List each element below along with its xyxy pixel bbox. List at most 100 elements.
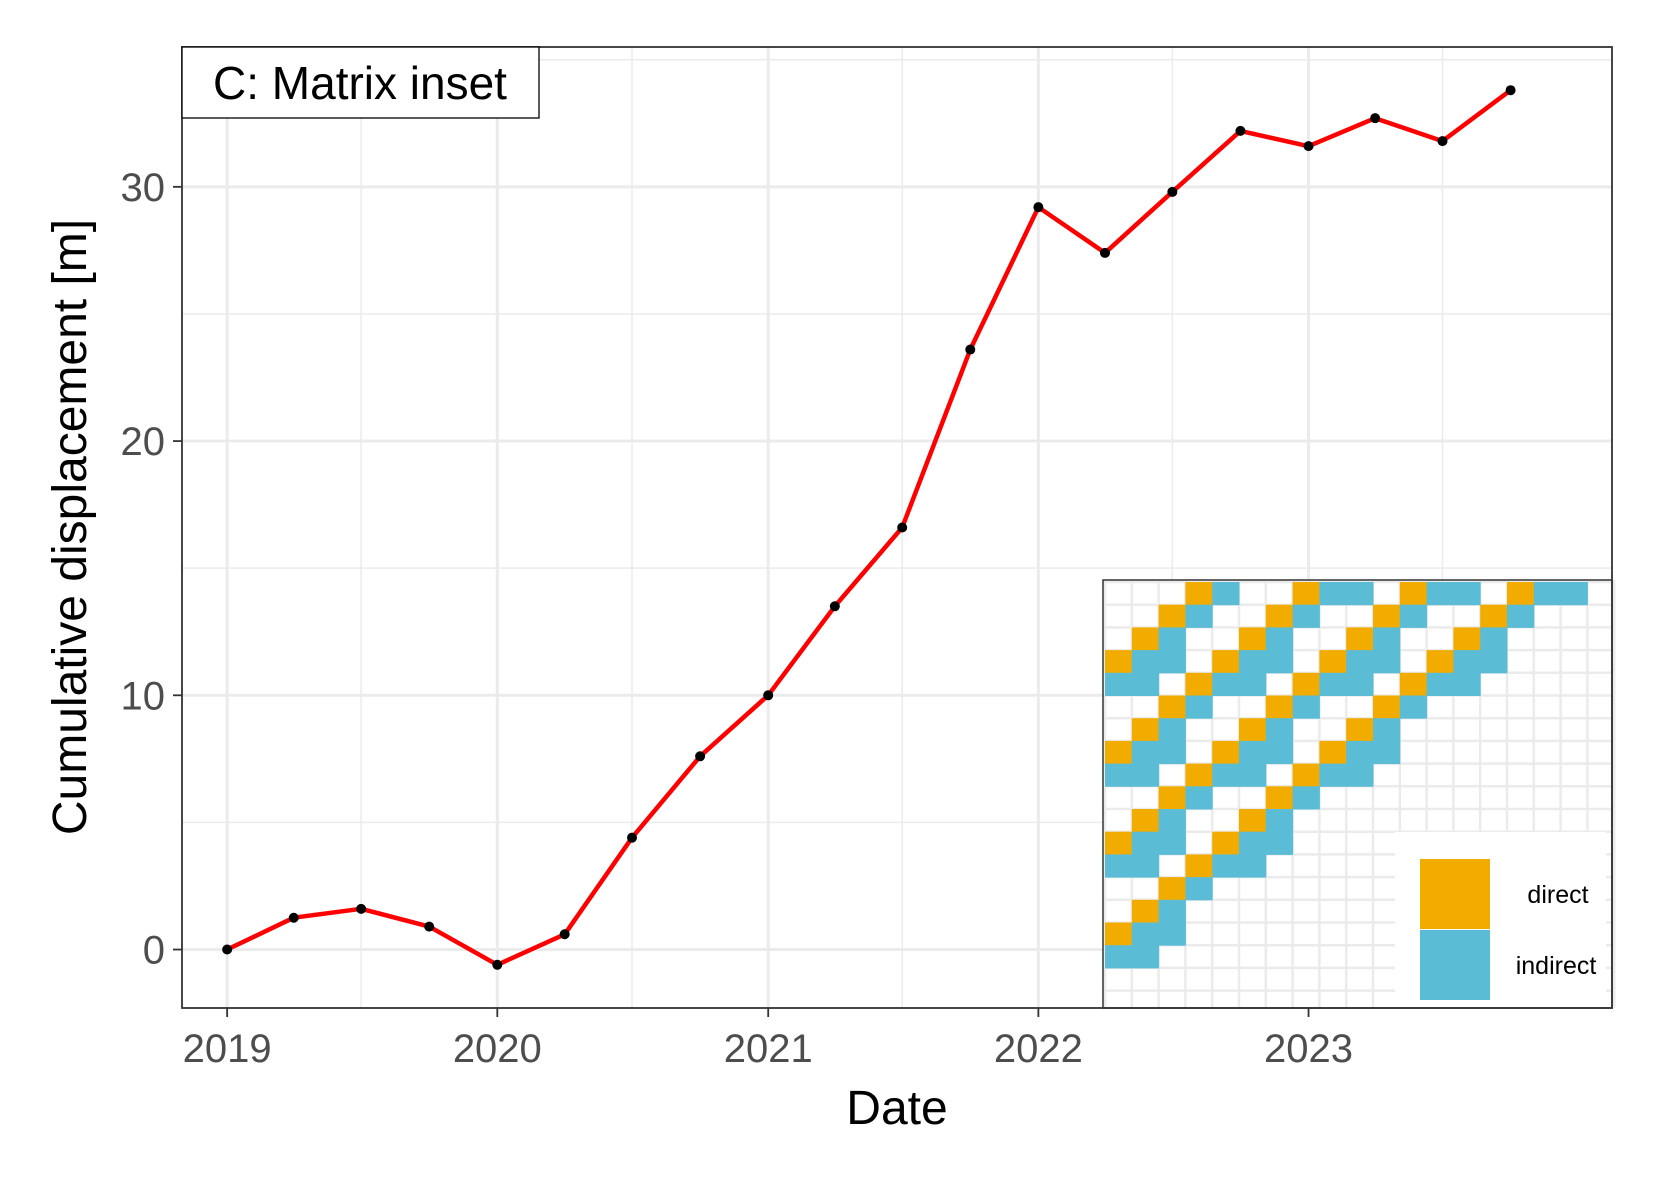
inset-cell-indirect	[1185, 786, 1213, 810]
inset-cell-indirect	[1346, 650, 1374, 674]
inset-cell-indirect	[1131, 922, 1160, 946]
x-axis-title: Date	[846, 1082, 947, 1135]
inset-cell-indirect	[1453, 582, 1481, 606]
inset-cell-indirect	[1292, 786, 1320, 810]
legend-label-direct: direct	[1527, 881, 1588, 909]
inset-cell-indirect	[1239, 854, 1267, 878]
inset-cell-indirect	[1453, 650, 1481, 674]
inset-cell-indirect	[1158, 627, 1186, 651]
inset-cell-direct	[1292, 763, 1320, 787]
data-point	[829, 601, 840, 612]
y-tick-label: 30	[121, 166, 166, 210]
inset-cell-indirect	[1158, 718, 1186, 742]
series-displacement	[222, 85, 1516, 970]
data-point	[356, 903, 367, 914]
data-point	[1099, 247, 1110, 258]
inset-cell-direct	[1158, 786, 1186, 810]
inset-cell-indirect	[1319, 672, 1347, 696]
y-axis-title: Cumulative displacement [m]	[44, 219, 97, 835]
inset-cell-indirect	[1185, 877, 1213, 901]
panel-tag-text: C: Matrix inset	[213, 57, 507, 109]
legend-key-direct	[1420, 859, 1490, 929]
inset-cell-indirect	[1399, 604, 1428, 628]
inset-cell-indirect	[1185, 695, 1213, 719]
inset-cell-direct	[1373, 604, 1401, 628]
data-point	[424, 921, 435, 932]
inset-cell-indirect	[1373, 740, 1401, 765]
inset-cell-indirect	[1131, 650, 1160, 674]
x-tick-label: 2021	[724, 1027, 813, 1071]
inset-cell-direct	[1399, 582, 1428, 606]
inset-cell-indirect	[1292, 695, 1320, 719]
inset-cell-indirect	[1105, 672, 1133, 696]
inset-cell-indirect	[1158, 922, 1186, 946]
x-tick-label: 2020	[453, 1027, 542, 1071]
y-tick-label: 20	[121, 420, 166, 464]
x-tick-label: 2019	[183, 1027, 272, 1071]
inset-cell-indirect	[1533, 582, 1562, 606]
inset-cell-direct	[1399, 672, 1428, 696]
inset-cell-indirect	[1158, 831, 1186, 855]
inset-cell-indirect	[1426, 582, 1454, 606]
inset-cell-indirect	[1265, 650, 1294, 674]
inset-cell-direct	[1426, 650, 1454, 674]
inset-cell-indirect	[1319, 582, 1347, 606]
panel-tag: C: Matrix inset	[181, 46, 540, 119]
inset-cell-indirect	[1239, 650, 1267, 674]
inset-cell-indirect	[1560, 582, 1588, 606]
inset-cell-indirect	[1346, 763, 1374, 787]
data-point	[897, 522, 908, 533]
inset-legend: direct indirect	[1395, 832, 1606, 1008]
inset-cell-direct	[1105, 650, 1133, 674]
inset-cell-indirect	[1265, 809, 1294, 833]
inset-cell-indirect	[1480, 627, 1508, 651]
data-point	[1235, 125, 1246, 136]
inset-cell-indirect	[1239, 831, 1267, 855]
inset-cell-indirect	[1346, 582, 1374, 606]
data-point	[965, 344, 976, 355]
inset-cell-indirect	[1131, 672, 1160, 696]
data-point	[288, 912, 299, 923]
grid-major	[182, 47, 1612, 1008]
data-point	[627, 832, 638, 843]
inset-cell-direct	[1373, 695, 1401, 719]
inset-cell-direct	[1185, 672, 1213, 696]
data-point	[492, 959, 503, 970]
inset-cell-direct	[1212, 831, 1240, 855]
inset-cell-indirect	[1373, 650, 1401, 674]
inset-cell-direct	[1346, 718, 1374, 742]
inset-cell-direct	[1158, 695, 1186, 719]
inset-cell-direct	[1131, 627, 1160, 651]
inset-cell-indirect	[1212, 854, 1240, 878]
inset-cell-indirect	[1453, 672, 1481, 696]
inset-cell-indirect	[1265, 718, 1294, 742]
inset-cell-indirect	[1265, 831, 1294, 855]
data-point	[1303, 141, 1314, 152]
data-point	[763, 690, 774, 701]
inset-cell-indirect	[1212, 582, 1240, 606]
inset-cell-indirect	[1292, 604, 1320, 628]
inset-cell-indirect	[1212, 672, 1240, 696]
inset-cell-direct	[1265, 604, 1294, 628]
inset-cell-direct	[1239, 809, 1267, 833]
data-point	[222, 944, 233, 955]
inset-cell-direct	[1185, 854, 1213, 878]
inset-cell-direct	[1346, 627, 1374, 651]
x-tick-label: 2023	[1264, 1027, 1353, 1071]
x-axis: 2019 2020 2021 2022 2023	[183, 1008, 1353, 1071]
inset-cell-direct	[1319, 650, 1347, 674]
inset-cell-direct	[1239, 627, 1267, 651]
data-point	[1505, 85, 1516, 96]
inset-cell-direct	[1131, 899, 1160, 923]
inset-cell-direct	[1265, 786, 1294, 810]
legend-label-indirect: indirect	[1516, 952, 1597, 980]
data-point	[559, 929, 570, 940]
inset-cells	[1105, 582, 1588, 969]
inset-cell-indirect	[1239, 672, 1267, 696]
inset-cell-indirect	[1373, 627, 1401, 651]
inset-cell-indirect	[1105, 945, 1133, 969]
inset-cell-indirect	[1158, 899, 1186, 923]
inset-cell-indirect	[1131, 945, 1160, 969]
legend-key-indirect	[1420, 930, 1490, 1000]
inset-cell-direct	[1292, 672, 1320, 696]
